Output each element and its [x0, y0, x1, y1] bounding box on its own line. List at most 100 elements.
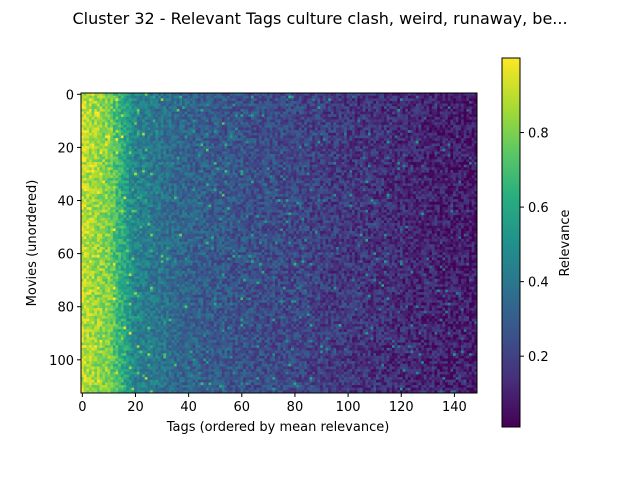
heatmap-cell [410, 164, 414, 168]
heatmap-cell [142, 132, 146, 136]
heatmap-cell [429, 167, 433, 171]
heatmap-cell [136, 164, 140, 168]
heatmap-cell [469, 159, 473, 163]
heatmap-cell [259, 169, 263, 173]
heatmap-cell [429, 154, 433, 158]
heatmap-cell [243, 167, 247, 171]
heatmap-cell [189, 132, 193, 136]
heatmap-cell [365, 116, 369, 120]
heatmap-cell [110, 122, 114, 126]
heatmap-cell [83, 127, 87, 131]
heatmap-cell [216, 151, 220, 155]
heatmap-cell [309, 154, 313, 158]
heatmap-cell [282, 151, 286, 155]
heatmap-cell [391, 169, 395, 173]
heatmap-cell [224, 138, 228, 142]
heatmap-cell [256, 124, 260, 128]
heatmap-cell [104, 146, 108, 150]
heatmap-cell [330, 130, 334, 134]
heatmap-cell [280, 106, 284, 110]
heatmap-cell [320, 156, 324, 160]
heatmap-cell [471, 103, 475, 107]
heatmap-cell [275, 175, 279, 179]
heatmap-cell [176, 175, 180, 179]
heatmap-cell [354, 100, 358, 104]
heatmap-cell [474, 146, 478, 150]
heatmap-cell [431, 162, 435, 166]
heatmap-cell [181, 114, 186, 118]
heatmap-cell [120, 180, 124, 184]
heatmap-cell [461, 154, 465, 158]
heatmap-cell [144, 151, 148, 155]
heatmap-cell [219, 100, 223, 104]
heatmap-cell [431, 143, 435, 147]
heatmap-cell [269, 132, 273, 136]
heatmap-cell [152, 164, 156, 168]
heatmap-cell [317, 167, 321, 171]
heatmap-cell [442, 98, 446, 102]
heatmap-cell [421, 167, 425, 171]
heatmap-cell [344, 162, 348, 166]
heatmap-cell [439, 175, 443, 179]
heatmap-cell [224, 130, 228, 134]
heatmap-cell [94, 164, 98, 168]
heatmap-cell [179, 177, 183, 181]
heatmap-cell [243, 135, 247, 139]
heatmap-cell [317, 169, 321, 173]
heatmap-cell [330, 172, 334, 176]
heatmap-cell [166, 138, 170, 142]
heatmap-cell [312, 177, 316, 181]
heatmap-cell [221, 172, 225, 176]
heatmap-cell [99, 162, 103, 166]
heatmap-cell [442, 156, 446, 160]
heatmap-cell [381, 146, 385, 150]
heatmap-cell [272, 114, 276, 118]
heatmap-cell [81, 98, 85, 102]
heatmap-cell [240, 114, 244, 118]
heatmap-cell [397, 130, 401, 134]
heatmap-cell [466, 143, 470, 147]
heatmap-cell [338, 122, 342, 126]
heatmap-cell [421, 143, 425, 147]
heatmap-cell [203, 98, 207, 102]
heatmap-cell [455, 172, 459, 176]
heatmap-cell [301, 132, 305, 136]
heatmap-cell [240, 119, 244, 123]
heatmap-cell [338, 151, 342, 155]
heatmap-cell [267, 108, 271, 112]
heatmap-cell [216, 162, 220, 166]
heatmap-cell [341, 127, 345, 131]
heatmap-cell [349, 135, 353, 139]
heatmap-cell [155, 167, 159, 171]
heatmap-cell [110, 124, 114, 128]
heatmap-cell [150, 164, 154, 168]
heatmap-cell [96, 169, 100, 173]
heatmap-cell [86, 156, 90, 160]
heatmap-cell [123, 93, 127, 97]
heatmap-cell [450, 95, 454, 99]
heatmap-cell [282, 119, 286, 123]
heatmap-cell [96, 140, 100, 144]
heatmap-cell [187, 132, 191, 136]
heatmap-cell [402, 156, 406, 160]
heatmap-cell [192, 130, 196, 134]
heatmap-cell [426, 135, 430, 139]
heatmap-cell [301, 172, 305, 176]
heatmap-cell [338, 114, 342, 118]
heatmap-cell [376, 159, 380, 163]
heatmap-cell [112, 106, 116, 110]
heatmap-cell [104, 140, 108, 144]
heatmap-cell [94, 159, 98, 163]
heatmap-cell [171, 95, 175, 99]
heatmap-cell [267, 114, 271, 118]
heatmap-cell [179, 156, 183, 160]
heatmap-cell [195, 180, 199, 184]
heatmap-cell [126, 156, 130, 160]
heatmap-cell [455, 151, 459, 155]
heatmap-cell [144, 127, 148, 131]
heatmap-cell [309, 124, 313, 128]
heatmap-cell [251, 130, 255, 134]
heatmap-cell [120, 162, 124, 166]
heatmap-cell [344, 106, 348, 110]
heatmap-cell [373, 106, 377, 110]
